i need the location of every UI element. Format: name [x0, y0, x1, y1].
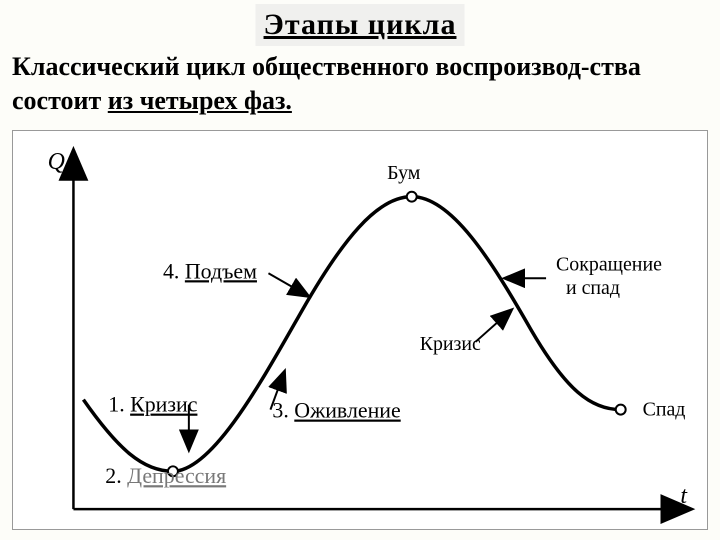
- x-axis-label: t: [680, 483, 688, 509]
- subtitle-underline: из четырех фаз.: [108, 86, 292, 115]
- y-axis-label: Q: [48, 149, 65, 175]
- peak-marker: [407, 192, 417, 202]
- numbered-label: 1. Кризис: [108, 392, 197, 417]
- curve-label: и спад: [566, 277, 620, 299]
- numbered-label: 2. Депрессия: [105, 463, 226, 488]
- curve-label: Кризис: [420, 333, 481, 355]
- subtitle-prefix: Классический цикл общественного воспроиз…: [12, 52, 641, 115]
- curve-label: Бум: [387, 162, 421, 184]
- curve-label: Спад: [643, 399, 686, 421]
- arrow: [268, 273, 308, 296]
- cycle-chart: Q t Бум Сокращениеи спад Кризис Спад 1. Кри…: [12, 130, 708, 530]
- peak-markers: [168, 192, 626, 477]
- subtitle: Классический цикл общественного воспроиз…: [12, 50, 708, 118]
- page-title: Этапы цикла: [256, 4, 465, 46]
- chart-svg: Q t Бум Сокращениеи спад Кризис Спад 1. Кри…: [13, 131, 707, 529]
- curve-label: Сокращение: [556, 253, 662, 275]
- numbered-labels: 1. Кризис 2. Депрессия 3. Оживление 4. Подъ…: [105, 258, 400, 488]
- peak-marker: [616, 405, 626, 415]
- numbered-label: 4. Подъем: [163, 258, 257, 283]
- cycle-curve: [83, 197, 620, 472]
- label-arrows: [189, 273, 546, 449]
- numbered-label: 3. Оживление: [272, 398, 400, 423]
